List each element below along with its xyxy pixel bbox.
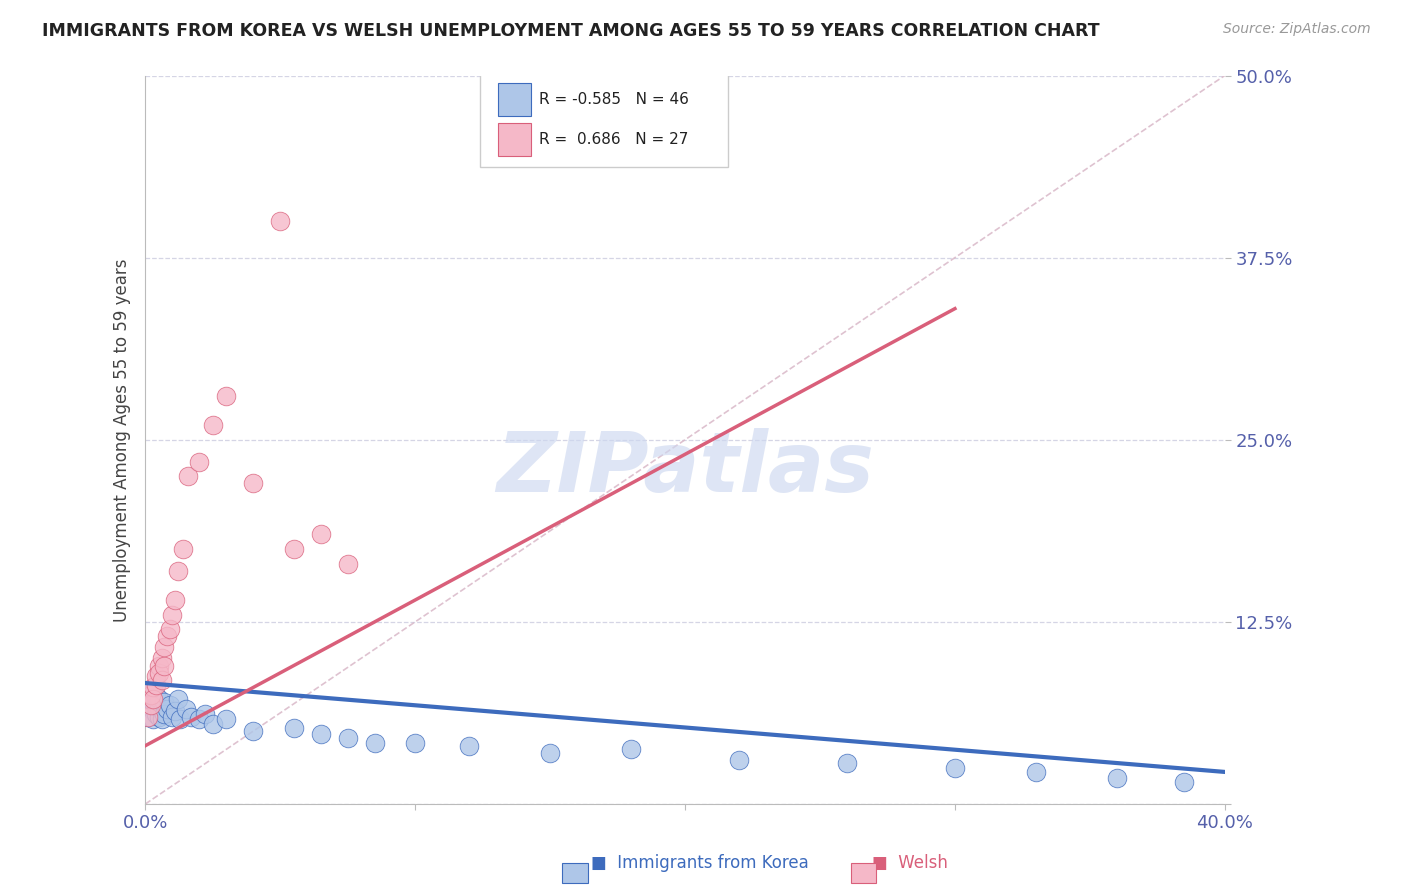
Text: R =  0.686   N = 27: R = 0.686 N = 27 (540, 132, 689, 147)
Point (150, 704, 173, 718)
Point (136, 698, 159, 712)
Text: ■  Immigrants from Korea: ■ Immigrants from Korea (591, 855, 808, 872)
Point (309, 527, 332, 541)
Point (404, 736, 426, 750)
Y-axis label: Unemployment Among Ages 55 to 59 years: Unemployment Among Ages 55 to 59 years (114, 258, 131, 622)
Point (283, 721, 305, 735)
Point (142, 695, 165, 709)
Point (136, 688, 159, 702)
Point (139, 688, 162, 702)
Point (136, 709, 159, 723)
Point (194, 706, 217, 721)
Point (172, 541, 194, 556)
Point (242, 724, 264, 739)
Point (1173, 775, 1195, 789)
Point (1025, 764, 1047, 779)
Point (142, 704, 165, 718)
Point (153, 706, 176, 721)
Point (180, 709, 202, 723)
Point (336, 731, 359, 746)
Point (309, 727, 332, 741)
Point (283, 541, 305, 556)
Point (269, 214, 291, 228)
Point (336, 557, 359, 571)
Point (148, 665, 170, 680)
Point (153, 695, 176, 709)
Point (163, 704, 186, 718)
Point (363, 736, 385, 750)
Point (150, 673, 173, 687)
Point (215, 713, 238, 727)
Point (142, 713, 165, 727)
FancyBboxPatch shape (479, 64, 728, 167)
Point (162, 607, 184, 622)
Point (139, 683, 162, 698)
Point (166, 692, 188, 706)
Point (943, 760, 966, 774)
Point (177, 469, 200, 483)
Point (148, 658, 170, 673)
Bar (498, 83, 530, 116)
Point (215, 389, 238, 403)
Point (174, 702, 197, 716)
Point (136, 709, 159, 723)
Point (139, 702, 162, 716)
Point (148, 692, 170, 706)
Point (150, 713, 173, 727)
Point (835, 756, 858, 771)
Point (159, 622, 181, 636)
Point (139, 692, 162, 706)
Point (142, 681, 165, 695)
Point (201, 418, 224, 433)
Bar (498, 123, 530, 155)
Point (145, 689, 167, 703)
Point (620, 741, 643, 756)
Point (145, 677, 167, 691)
Point (163, 593, 186, 607)
Point (159, 698, 181, 712)
Text: Source: ZipAtlas.com: Source: ZipAtlas.com (1223, 22, 1371, 37)
Point (148, 701, 170, 715)
Text: ■  Welsh: ■ Welsh (872, 855, 948, 872)
Point (153, 640, 176, 654)
Text: R = -0.585   N = 46: R = -0.585 N = 46 (540, 92, 689, 107)
Point (139, 698, 162, 712)
Point (156, 702, 179, 716)
Point (166, 564, 188, 578)
Point (458, 739, 481, 753)
Point (150, 651, 173, 665)
Point (148, 709, 170, 723)
Point (145, 698, 167, 712)
Text: ZIPatlas: ZIPatlas (496, 428, 875, 509)
Point (142, 692, 165, 706)
Point (156, 629, 179, 643)
Point (1105, 771, 1128, 785)
Point (728, 753, 751, 767)
Text: IMMIGRANTS FROM KOREA VS WELSH UNEMPLOYMENT AMONG AGES 55 TO 59 YEARS CORRELATIO: IMMIGRANTS FROM KOREA VS WELSH UNEMPLOYM… (42, 22, 1099, 40)
Point (188, 454, 211, 468)
Point (169, 713, 191, 727)
Point (145, 706, 167, 721)
Point (188, 713, 211, 727)
Point (162, 709, 184, 723)
Point (538, 746, 561, 760)
Point (145, 669, 167, 683)
Point (201, 716, 224, 731)
Point (153, 658, 176, 673)
Point (242, 476, 264, 491)
